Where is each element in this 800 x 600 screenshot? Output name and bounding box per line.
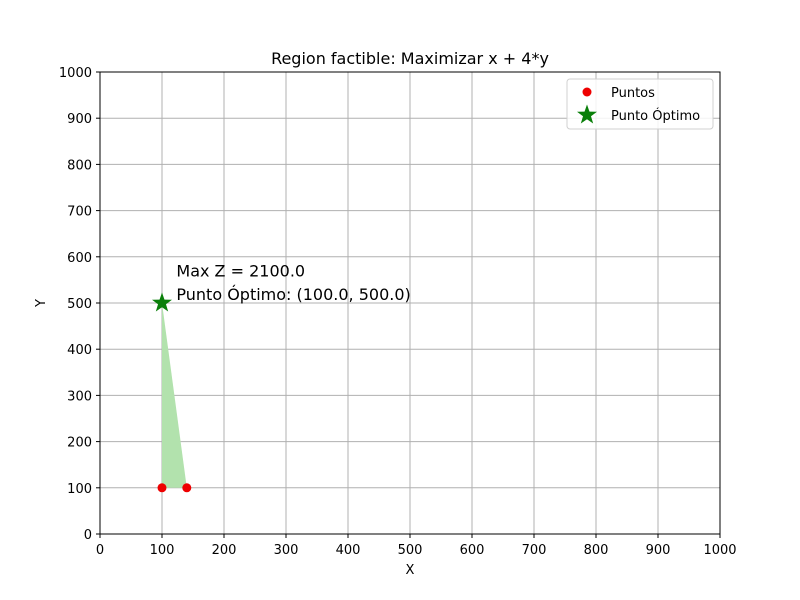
point-marker <box>182 483 192 493</box>
feasible-region <box>162 303 187 488</box>
legend-box <box>566 78 714 130</box>
optimal-point-marker <box>152 292 172 312</box>
y-axis-label: Y <box>34 299 49 308</box>
legend: Puntos Punto Óptimo <box>566 78 714 130</box>
legend-marker <box>577 104 597 124</box>
y-tick-label: 1000 <box>59 66 92 81</box>
annotation-text: Punto Óptimo: (100.0, 500.0) <box>176 285 410 304</box>
x-tick-label: 100 <box>150 543 175 558</box>
feasible-region-layer <box>162 303 187 488</box>
legend-label: Punto Óptimo <box>611 108 700 124</box>
axis-ticks: 0 100 200 300 400 500 600 700 800 900 1000 0 100 200 3… <box>59 66 737 558</box>
y-tick-label: 600 <box>67 251 92 266</box>
legend-marker <box>582 87 592 97</box>
x-tick-label: 300 <box>274 543 299 558</box>
x-tick-label: 800 <box>584 543 609 558</box>
y-tick-label: 0 <box>84 528 92 543</box>
legend-label: Puntos <box>611 86 655 101</box>
x-tick-label: 1000 <box>703 543 736 558</box>
x-tick-label: 0 <box>96 543 104 558</box>
y-tick-label: 900 <box>67 112 92 127</box>
y-tick-label: 500 <box>67 297 92 312</box>
x-tick-label: 600 <box>460 543 485 558</box>
chart-title: Region factible: Maximizar x + 4*y <box>271 49 549 68</box>
y-tick-label: 200 <box>67 436 92 451</box>
x-tick-label: 400 <box>336 543 361 558</box>
y-tick-label: 300 <box>67 389 92 404</box>
x-tick-label: 200 <box>212 543 237 558</box>
annotation-text: Max Z = 2100.0 <box>176 262 305 281</box>
x-axis-label: X <box>406 563 415 578</box>
x-tick-label: 700 <box>522 543 547 558</box>
y-tick-label: 100 <box>67 482 92 497</box>
y-tick-label: 800 <box>67 158 92 173</box>
annotations: Max Z = 2100.0 Punto Óptimo: (100.0, 500.… <box>176 262 410 304</box>
y-tick-label: 700 <box>67 205 92 220</box>
point-marker <box>157 483 167 493</box>
x-tick-label: 500 <box>398 543 423 558</box>
x-tick-label: 900 <box>646 543 671 558</box>
markers <box>152 292 192 493</box>
y-tick-label: 400 <box>67 343 92 358</box>
